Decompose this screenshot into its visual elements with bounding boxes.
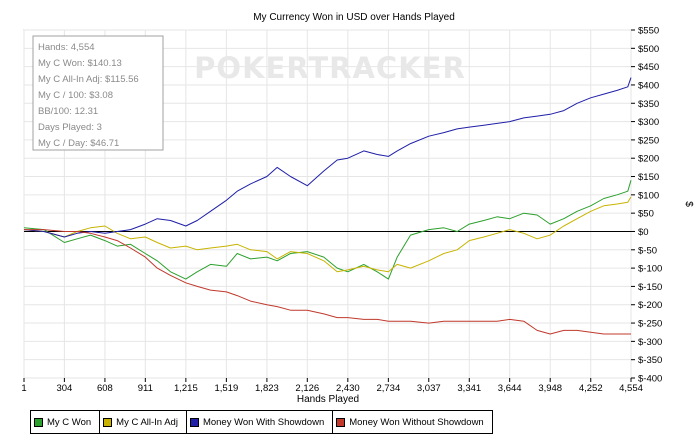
stat-per-day: My C / Day: $46.71	[38, 138, 119, 149]
x-axis-ticks: 1 304 608 911 1,215 1,519 1,823 2,126 2,430 2,734…	[21, 378, 643, 394]
y-tick-label: $100	[638, 190, 659, 201]
legend-swatch-money-won-with-showdown	[189, 417, 199, 427]
y-tick-label: $-100	[638, 264, 662, 275]
legend-label-my-c-all-in-adj: My C All-In Adj	[116, 416, 178, 428]
stat-won: My C Won: $140.13	[38, 58, 122, 69]
legend: My C Won My C All-In Adj Money Won With …	[30, 410, 493, 434]
stat-days-played: Days Played: 3	[38, 122, 102, 133]
y-tick-label: $-200	[638, 300, 662, 311]
y-tick-label: $150	[638, 172, 659, 183]
stat-per-100: My C / 100: $3.08	[38, 90, 113, 101]
y-grid	[24, 29, 631, 379]
stat-bb-100: BB/100: 12.31	[38, 106, 98, 117]
x-tick-label: 4,252	[579, 383, 603, 394]
legend-item-my-c-won[interactable]: My C Won	[31, 411, 101, 433]
legend-swatch-money-won-without-showdown	[336, 417, 346, 427]
y-tick-label: $-300	[638, 337, 662, 348]
y-tick-label: $550	[638, 26, 659, 37]
x-tick-label: 4,554	[619, 383, 643, 394]
x-tick-label: 608	[97, 383, 113, 394]
y-tick-label: $250	[638, 135, 659, 146]
x-tick-label: 2,430	[336, 383, 360, 394]
stat-all-in-adj: My C All-In Adj: $115.56	[38, 74, 139, 85]
watermark-logo: POKERTRACKER	[194, 51, 466, 85]
series-layer	[23, 77, 632, 335]
x-grid	[23, 30, 632, 378]
series-line-my-c-all-in-adj	[23, 196, 632, 273]
x-tick-label: 2,126	[295, 383, 319, 394]
x-tick-label: 2,734	[376, 383, 400, 394]
legend-label-my-c-won: My C Won	[47, 416, 92, 428]
x-tick-label: 3,341	[457, 383, 481, 394]
legend-label-money-won-with-showdown: Money Won With Showdown	[202, 416, 325, 428]
x-tick-label: 3,948	[538, 383, 562, 394]
series-line-my-c-won	[23, 180, 632, 280]
x-axis-label: Hands Played	[297, 394, 359, 405]
y-tick-label: $-250	[638, 319, 662, 330]
series-line-money-won-with-showdown	[23, 77, 632, 238]
legend-swatch-my-c-all-in-adj	[103, 417, 113, 427]
stat-hands: Hands: 4,554	[38, 42, 95, 53]
y-tick-label: $450	[638, 62, 659, 73]
y-tick-label: $300	[638, 117, 659, 128]
y-axis-ticks: $550 $500 $450 $400 $350 $300 $250 $200 $150 $100…	[631, 26, 662, 385]
y-tick-label: $-350	[638, 355, 662, 366]
series-line-money-won-without-showdown	[24, 229, 631, 335]
x-tick-label: 1	[21, 383, 26, 394]
legend-label-money-won-without-showdown: Money Won Without Showdown	[349, 416, 484, 428]
x-tick-label: 1,215	[174, 383, 198, 394]
y-tick-label: $-150	[638, 282, 662, 293]
y-tick-label: $500	[638, 44, 659, 55]
x-tick-label: 911	[138, 383, 153, 394]
stats-box: Hands: 4,554 My C Won: $140.13 My C All-…	[32, 35, 164, 151]
y-tick-label: $0	[638, 227, 649, 238]
x-tick-label: 3,037	[417, 383, 441, 394]
y-tick-label: $350	[638, 99, 659, 110]
legend-swatch-my-c-won	[34, 417, 43, 427]
y-axis-label: $	[683, 201, 694, 207]
chart-title: My Currency Won in USD over Hands Played	[253, 12, 455, 23]
y-tick-label: $400	[638, 80, 659, 91]
y-tick-label: $-400	[638, 374, 662, 385]
y-tick-label: $200	[638, 154, 659, 165]
legend-item-money-won-with-showdown[interactable]: Money Won With Showdown	[187, 411, 334, 433]
x-tick-label: 3,644	[498, 383, 522, 394]
legend-item-money-won-without-showdown[interactable]: Money Won Without Showdown	[333, 411, 491, 433]
legend-item-my-c-all-in-adj[interactable]: My C All-In Adj	[100, 411, 187, 433]
y-tick-label: $50	[638, 209, 654, 220]
x-tick-label: 1,823	[255, 383, 279, 394]
x-tick-label: 1,519	[214, 383, 238, 394]
stats-box-frame	[32, 35, 164, 151]
y-tick-label: $-50	[638, 245, 657, 256]
x-tick-label: 304	[56, 383, 72, 394]
